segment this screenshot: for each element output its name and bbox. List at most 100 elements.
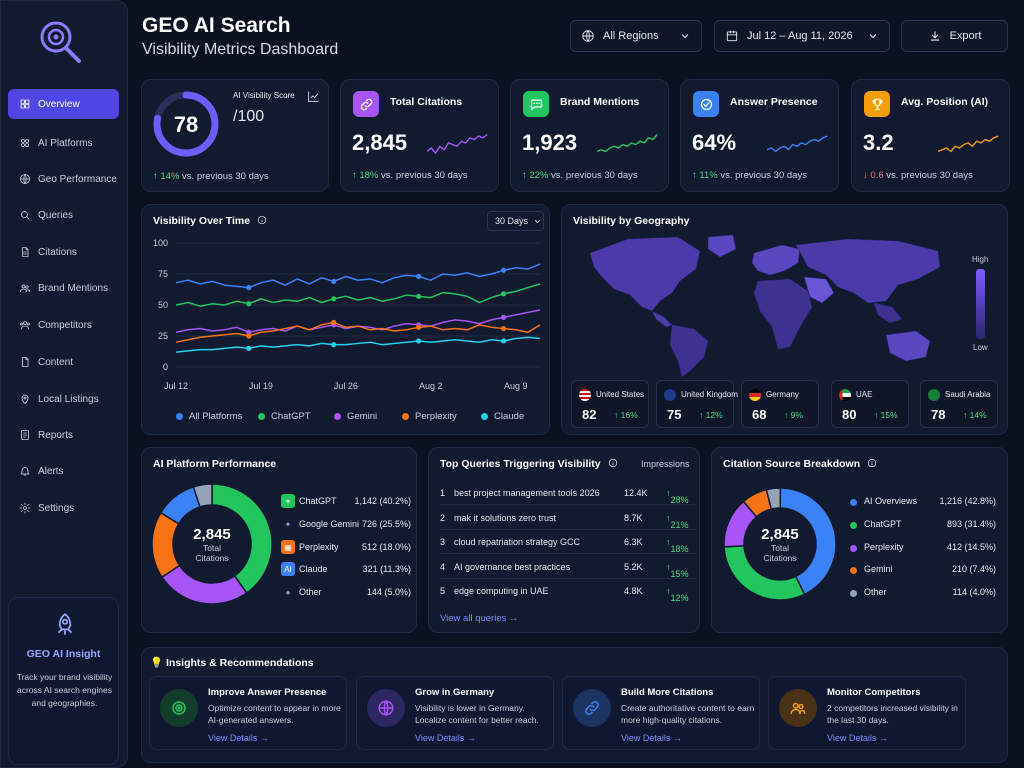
data-point	[501, 267, 507, 273]
sidebar-item-overview[interactable]: Overview	[8, 89, 119, 119]
kpi-card-total-citations: Total Citations 2,845 ↑ 18% vs. previous 3…	[340, 79, 499, 192]
legend-label: ChatGPT	[271, 411, 311, 422]
view-details-link[interactable]: View Details →	[827, 733, 888, 743]
view-all-queries-link[interactable]: View all queries →	[440, 613, 519, 624]
kpi-value: 1,923	[522, 130, 578, 155]
citation-source-value: 210 (7.4%)	[951, 564, 996, 574]
pin-icon	[21, 394, 29, 404]
sidebar-item-citations[interactable]: Citations	[8, 237, 119, 267]
sidebar-item-queries[interactable]: Queries	[8, 200, 119, 230]
platform-value: 321 (11.3%)	[362, 564, 411, 574]
legend-item[interactable]: All Platforms	[176, 411, 242, 422]
sidebar-item-content[interactable]: Content	[8, 347, 119, 377]
sidebar-item-brand-mentions[interactable]: Brand Mentions	[8, 273, 119, 303]
trend-chart-icon[interactable]	[307, 90, 320, 103]
data-point	[331, 342, 337, 348]
query-row[interactable]: 1 best project management tools 2026 12.4K…	[440, 481, 696, 505]
platform-name: Google Gemini	[299, 519, 360, 529]
file-icon	[22, 357, 29, 367]
insight-card: GEO AI Insight Track your brand visibili…	[8, 597, 119, 765]
view-details-link[interactable]: View Details →	[208, 733, 269, 743]
series-line-gemini	[175, 309, 541, 334]
geo-card-de[interactable]: Germany 68 ↑ 9%	[741, 380, 819, 428]
query-row[interactable]: 5 edge computing in UAE 4.8K ↑ 12%	[440, 579, 696, 603]
kpi-title: Answer Presence	[730, 96, 818, 108]
platform-value: 512 (18.0%)	[361, 542, 411, 552]
date-range-select[interactable]: Jul 12 – Aug 11, 2026	[714, 20, 890, 52]
data-point	[331, 296, 337, 302]
chevron-down-icon	[534, 219, 541, 223]
citation-row[interactable]: Gemini 210 (7.4%)	[850, 562, 996, 578]
map-greenland	[707, 234, 737, 258]
data-point	[246, 345, 252, 351]
y-tick-label: 75	[158, 269, 168, 279]
info-icon[interactable]	[867, 458, 877, 468]
platform-name: ChatGPT	[299, 496, 337, 506]
map-south-america	[669, 324, 709, 378]
kpi-card-answer-presence: Answer Presence 64% ↑ 11% vs. previous 30 …	[680, 79, 839, 192]
view-details-link[interactable]: View Details →	[415, 733, 476, 743]
series-line-chatgpt	[175, 283, 541, 308]
query-rank: 3	[440, 537, 446, 547]
geo-card-us[interactable]: United States 82 ↑ 16%	[571, 380, 649, 428]
sidebar-item-settings[interactable]: Settings	[8, 493, 119, 523]
query-row[interactable]: 4 AI governance best practices 5.2K ↑ 15%	[440, 555, 696, 579]
query-impressions: 6.3K	[624, 537, 643, 547]
platform-row[interactable]: AI Claude 321 (11.3%)	[281, 561, 411, 577]
query-row[interactable]: 2 mak it solutions zero trust 8.7K ↑ 21%	[440, 506, 696, 530]
link-icon	[585, 701, 599, 715]
sidebar-item-alerts[interactable]: Alerts	[8, 456, 119, 486]
platform-row[interactable]: ✦ Google Gemini 726 (25.5%)	[281, 516, 411, 532]
recommendation-text: 2 competitors increased visibility in th…	[827, 703, 958, 725]
download-icon	[930, 31, 939, 41]
citation-row[interactable]: ChatGPT 893 (31.4%)	[850, 517, 996, 533]
legend-item[interactable]: Claude	[481, 411, 524, 422]
platform-row[interactable]: ✦ ChatGPT 1,142 (40.2%)	[281, 493, 411, 509]
recommendation-title: Build More Citations	[621, 687, 714, 698]
export-button[interactable]: Export	[901, 20, 1008, 52]
citation-slice-other	[765, 487, 782, 510]
sidebar-item-ai-platforms[interactable]: AI Platforms	[8, 128, 119, 158]
view-details-link[interactable]: View Details →	[621, 733, 682, 743]
y-tick-label: 50	[158, 300, 168, 310]
map-central-america	[651, 310, 673, 328]
platform-slice-google-gemini	[160, 564, 248, 605]
score-max: /100	[233, 108, 265, 125]
legend-item[interactable]: Gemini	[334, 411, 377, 422]
recommendation-text: Optimize content to appear in more AI-ge…	[208, 703, 341, 725]
info-icon[interactable]	[608, 458, 618, 468]
citation-swatch	[850, 522, 857, 529]
sidebar-item-competitors[interactable]: Competitors	[8, 310, 119, 340]
kpi-icon-badge	[353, 91, 379, 117]
platform-row[interactable]: ● Other 144 (5.0%)	[281, 584, 411, 600]
export-label: Export	[949, 30, 982, 42]
platform-value: 144 (5.0%)	[366, 587, 411, 597]
legend-item[interactable]: ChatGPT	[258, 411, 311, 422]
gemini-icon: ✦	[284, 519, 292, 529]
region-select[interactable]: All Regions	[570, 20, 702, 52]
heat-scale-bar	[976, 269, 985, 339]
y-tick-label: 25	[158, 331, 168, 341]
sidebar-item-geo-performance[interactable]: Geo Performance	[8, 164, 119, 194]
geo-card-gb[interactable]: United Kingdom 75 ↑ 12%	[656, 380, 738, 428]
range-select[interactable]: 30 Days	[487, 211, 544, 231]
chevron-down-icon	[869, 34, 877, 39]
citation-row[interactable]: Other 114 (4.0%)	[850, 585, 996, 601]
citation-row[interactable]: Perplexity 412 (14.5%)	[850, 540, 996, 556]
geo-card-sa[interactable]: Saudi Arabia 78 ↑ 14%	[920, 380, 998, 428]
query-row[interactable]: 3 cloud repatriation strategy GCC 6.3K ↑ 18…	[440, 530, 696, 554]
query-impressions: 4.8K	[624, 586, 643, 596]
citation-row[interactable]: AI Overviews 1,216 (42.8%)	[850, 494, 996, 510]
sidebar-item-reports[interactable]: Reports	[8, 420, 119, 450]
geo-country-name: Saudi Arabia	[945, 390, 991, 399]
geo-country-delta: ↑ 12%	[699, 410, 723, 420]
platform-row[interactable]: ▦ Perplexity 512 (18.0%)	[281, 539, 411, 555]
recommendation-icon-badge	[573, 689, 611, 727]
sidebar-item-local-listings[interactable]: Local Listings	[8, 384, 119, 414]
geo-card-ae[interactable]: UAE 80 ↑ 15%	[831, 380, 909, 428]
info-icon[interactable]	[257, 215, 267, 225]
legend-item[interactable]: Perplexity	[402, 411, 457, 422]
world-map[interactable]	[568, 231, 968, 379]
platform-performance-card: AI Platform Performance 2,845 Total Cita…	[141, 447, 417, 633]
competitors-icon	[20, 321, 30, 330]
